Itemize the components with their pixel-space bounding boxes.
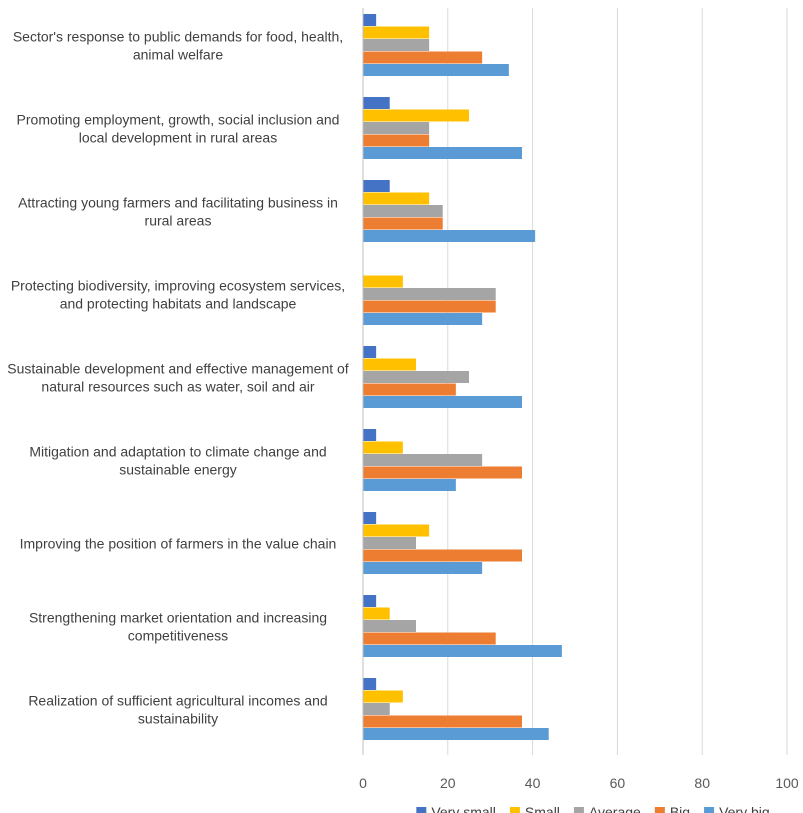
category-label-line: Strengthening market orientation and inc…: [29, 609, 327, 625]
legend-label: Very big: [719, 804, 770, 813]
category-label-line: Realization of sufficient agricultural i…: [28, 692, 327, 708]
bar-very-big: [363, 147, 522, 159]
bar-very-small: [363, 14, 377, 26]
legend-label: Big: [670, 804, 690, 813]
bar-very-small: [363, 512, 377, 524]
bar-average: [363, 288, 496, 300]
x-tick-label: 20: [440, 775, 456, 791]
x-tick-label: 100: [775, 775, 799, 791]
category-label: Realization of sufficient agricultural i…: [28, 692, 327, 726]
bar-big: [363, 383, 456, 396]
category-label: Improving the position of farmers in the…: [20, 535, 337, 551]
legend-label: Very small: [431, 804, 496, 813]
bar-average: [363, 620, 416, 632]
legend-swatch: [573, 807, 584, 813]
category-label-line: sustainable energy: [119, 461, 237, 477]
bar-small: [363, 192, 430, 205]
bar-very-big: [363, 562, 483, 574]
bar-big: [363, 217, 443, 230]
category-label-line: Mitigation and adaptation to climate cha…: [29, 443, 326, 459]
tick-labels: 0 20 40 60 80 100: [359, 775, 799, 791]
bar-very-small: [363, 346, 377, 358]
bar-big: [363, 51, 483, 64]
bar-very-big: [363, 396, 522, 408]
bar-big: [363, 632, 496, 645]
bar-small: [363, 690, 403, 703]
category-label: Attracting young farmers and facilitatin…: [18, 194, 338, 228]
gridlines: [447, 8, 788, 755]
x-tick-label: 40: [525, 775, 541, 791]
bars: [363, 14, 562, 740]
bar-very-big: [363, 230, 536, 242]
category-label-line: and protecting habitats and landscape: [60, 295, 297, 311]
bar-very-small: [363, 595, 377, 607]
bar-small: [363, 441, 403, 454]
category-label-line: Protecting biodiversity, improving ecosy…: [11, 277, 345, 293]
bar-average: [363, 371, 469, 383]
bar-very-small: [363, 97, 390, 109]
x-tick-label: 60: [610, 775, 626, 791]
x-tick-label: 0: [359, 775, 367, 791]
legend-swatch: [704, 807, 715, 813]
category-label: Strengthening market orientation and inc…: [29, 609, 327, 643]
bar-very-big: [363, 313, 483, 325]
bar-small: [363, 26, 430, 39]
bar-very-big: [363, 64, 509, 76]
bar-small: [363, 109, 469, 122]
bar-very-small: [363, 429, 377, 441]
bar-small: [363, 524, 430, 537]
bar-big: [363, 715, 522, 728]
bar-very-big: [363, 728, 549, 740]
legend-label: Small: [525, 804, 560, 813]
category-label-line: Sector's response to public demands for …: [13, 28, 343, 44]
category-label-line: competitiveness: [128, 627, 228, 643]
bar-big: [363, 300, 496, 313]
category-label: Protecting biodiversity, improving ecosy…: [11, 277, 345, 311]
legend-label: Average: [589, 804, 641, 813]
category-label-line: rural areas: [145, 212, 212, 228]
bar-big: [363, 466, 522, 479]
bar-very-big: [363, 645, 562, 657]
legend-swatch: [654, 807, 665, 813]
bar-small: [363, 607, 390, 620]
bar-big: [363, 549, 522, 562]
bar-very-big: [363, 479, 456, 491]
bar-average: [363, 537, 416, 549]
bar-average: [363, 39, 430, 51]
category-label-line: Sustainable development and effective ma…: [7, 360, 349, 376]
category-label-line: natural resources such as water, soil an…: [41, 378, 314, 394]
category-label-line: local development in rural areas: [79, 129, 277, 145]
legend-swatch: [509, 807, 520, 813]
category-label-line: Attracting young farmers and facilitatin…: [18, 194, 338, 210]
category-label: Mitigation and adaptation to climate cha…: [29, 443, 326, 477]
bar-small: [363, 275, 403, 288]
bar-average: [363, 454, 483, 466]
bar-small: [363, 358, 416, 371]
category-label-line: Improving the position of farmers in the…: [20, 535, 337, 551]
bar-average: [363, 205, 443, 217]
category-label-line: Promoting employment, growth, social inc…: [17, 111, 340, 127]
category-label-line: sustainability: [138, 710, 218, 726]
legend-swatch: [416, 807, 427, 813]
bar-very-small: [363, 180, 390, 192]
category-label: Sustainable development and effective ma…: [7, 360, 349, 394]
bar-big: [363, 134, 430, 147]
category-label: Sector's response to public demands for …: [13, 28, 343, 62]
legend: Very small Small Average Big Very big: [416, 804, 770, 813]
category-label: Promoting employment, growth, social inc…: [17, 111, 340, 145]
x-tick-label: 80: [694, 775, 710, 791]
bar-very-small: [363, 678, 377, 690]
bar-average: [363, 703, 390, 715]
category-label-line: animal welfare: [133, 46, 223, 62]
bar-average: [363, 122, 430, 134]
category-labels: Sector's response to public demands for …: [7, 28, 349, 726]
